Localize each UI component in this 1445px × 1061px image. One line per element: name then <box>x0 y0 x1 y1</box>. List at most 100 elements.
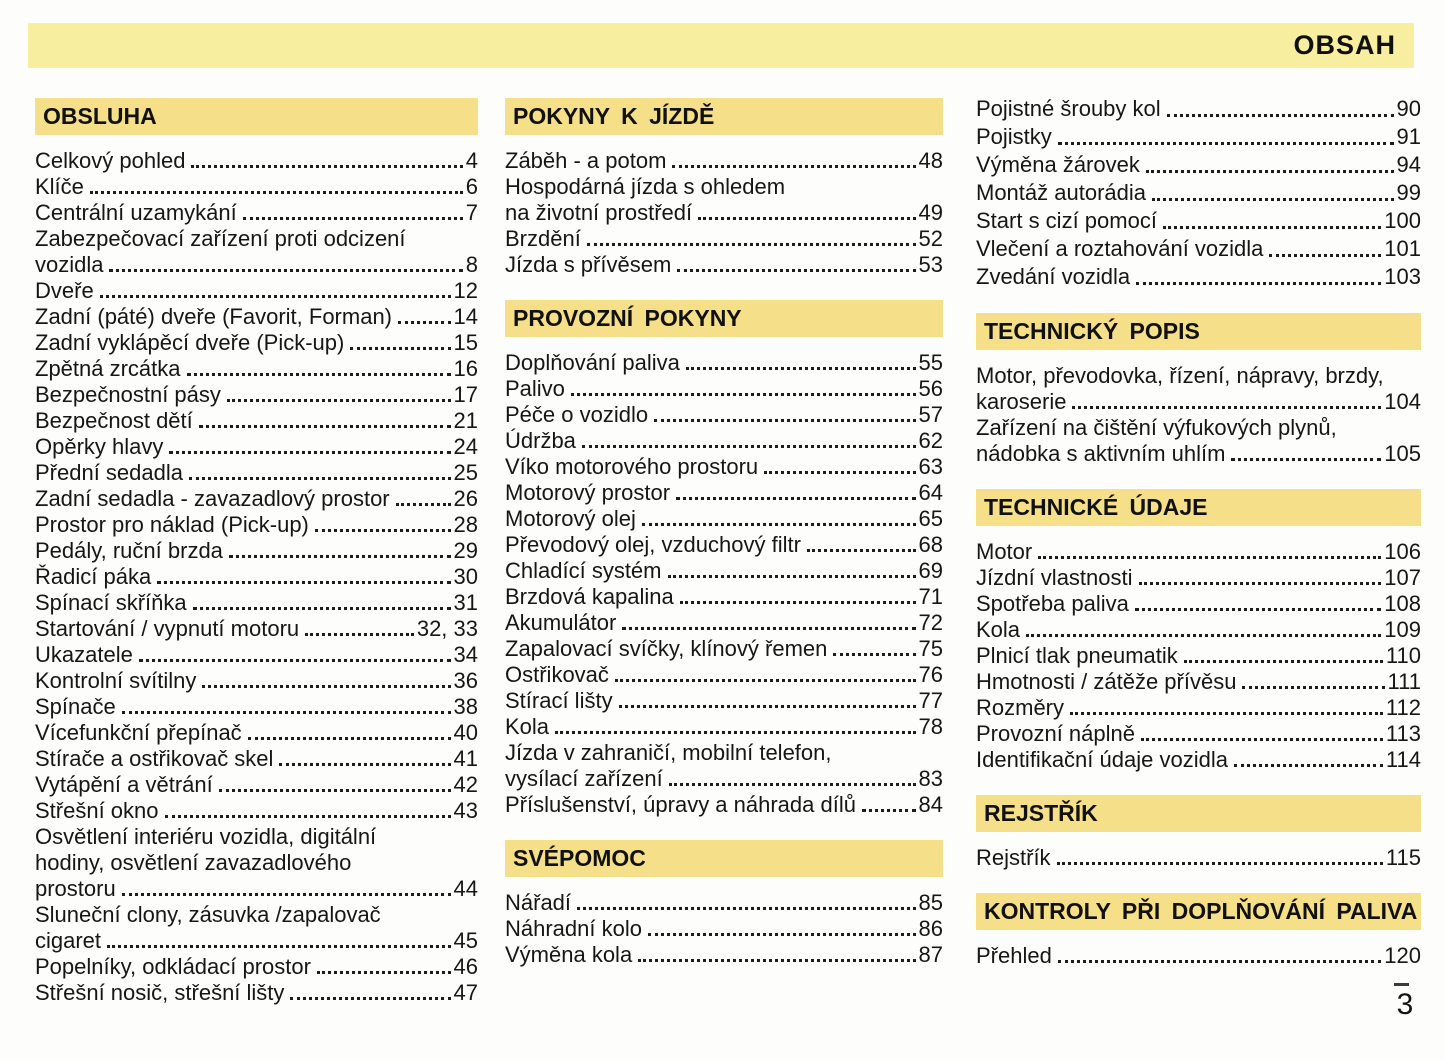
toc-entry-label: Zadní sedadla - zavazadlový prostor <box>35 486 390 511</box>
toc-entry: Pojistné šrouby kol 90 <box>976 95 1421 123</box>
toc-entry: Převodový olej, vzduchový filtr 68 <box>505 532 943 558</box>
toc-leader-dots <box>157 581 451 584</box>
toc-entry-page: 77 <box>918 688 943 713</box>
toc-column-2: POKYNY K JÍZDĚ Záběh - a potom 48 Hospodárn… <box>505 98 943 968</box>
toc-leader-dots <box>672 165 916 168</box>
toc-entry-page: 71 <box>918 584 943 609</box>
toc-entry-page: 85 <box>918 890 943 915</box>
toc-leader-dots <box>614 679 916 682</box>
toc-entry: Stírací lišty 77 <box>505 688 943 714</box>
toc-entry: Jízda s přívěsem 53 <box>505 252 943 278</box>
toc-entry-label: Převodový olej, vzduchový filtr <box>505 532 801 557</box>
toc-section-rejstrik: REJSTŘÍK Rejstřík 115 <box>976 795 1421 871</box>
toc-section-provozni-pokyny: PROVOZNÍ POKYNY Doplňování paliva 55 Palivo… <box>505 300 943 818</box>
toc-entry-page: 100 <box>1384 208 1421 233</box>
toc-leader-dots <box>164 815 451 818</box>
toc-entry: Ostřikovač 76 <box>505 662 943 688</box>
toc-entry-page: 28 <box>453 512 478 537</box>
toc-leader-dots <box>202 685 451 688</box>
toc-entry-page: 115 <box>1385 845 1421 870</box>
toc-entry-page: 55 <box>918 350 943 375</box>
toc-entry-label: Výměna žárovek <box>976 152 1140 177</box>
toc-entry-list: Celkový pohled 4 Klíče 6 Centrální uzamykání… <box>35 148 478 1006</box>
toc-leader-dots <box>577 907 916 910</box>
toc-leader-dots <box>169 451 451 454</box>
toc-entry-page: 69 <box>918 558 943 583</box>
toc-leader-dots <box>1269 254 1382 257</box>
section-header-provozni-pokyny: PROVOZNÍ POKYNY <box>505 300 943 337</box>
toc-entry-page: 47 <box>453 980 478 1005</box>
toc-entry: Doplňování paliva 55 <box>505 350 943 376</box>
toc-leader-dots <box>685 367 916 370</box>
toc-entry: Zadní sedadla - zavazadlový prostor 26 <box>35 486 478 512</box>
toc-section-svepomoc: SVÉPOMOC Nářadí 85 Náhradní kolo 86 Výměna ko… <box>505 840 943 968</box>
toc-entry: cigaret 45 <box>35 928 478 954</box>
toc-leader-dots <box>570 393 916 396</box>
toc-leader-dots <box>638 959 916 962</box>
toc-entry-page: 14 <box>453 304 478 329</box>
toc-leader-dots <box>138 659 451 662</box>
toc-entry: Spínací skříňka 31 <box>35 590 478 616</box>
toc-entry-page: 106 <box>1384 539 1421 564</box>
toc-leader-dots <box>192 607 451 610</box>
toc-entry: Přehled 120 <box>976 943 1421 969</box>
toc-entry: vysílací zařízení 83 <box>505 766 943 792</box>
toc-section-obsluha: OBSLUHA Celkový pohled 4 Klíče 6 Centrální uz… <box>35 98 478 1006</box>
toc-entry: Přední sedadla 25 <box>35 460 478 486</box>
toc-entry-page: 112 <box>1385 695 1421 720</box>
toc-entry-page: 52 <box>918 226 943 251</box>
toc-entry-page: 43 <box>453 798 478 823</box>
toc-entry: Motor 106 <box>976 539 1421 565</box>
toc-leader-dots <box>679 601 916 604</box>
toc-entry-page: 78 <box>918 714 943 739</box>
toc-leader-dots <box>1134 608 1382 611</box>
toc-entry-label: Motorový olej <box>505 506 636 531</box>
toc-entry-list: Záběh - a potom 48 Hospodárná jízda s ohle… <box>505 148 943 278</box>
toc-entry-page: 113 <box>1385 721 1421 746</box>
toc-entry: Rejstřík 115 <box>976 845 1421 871</box>
toc-entry-page: 44 <box>453 876 478 901</box>
toc-leader-dots <box>316 971 451 974</box>
toc-leader-dots <box>226 399 451 402</box>
toc-entry-page: 109 <box>1384 617 1421 642</box>
toc-entry-page: 84 <box>918 792 943 817</box>
toc-entry-page: 41 <box>453 746 478 771</box>
toc-leader-dots <box>109 269 463 272</box>
section-header-rejstrik: REJSTŘÍK <box>976 795 1421 832</box>
toc-leader-dots <box>305 633 414 636</box>
toc-entry-page: 108 <box>1384 591 1421 616</box>
toc-leader-dots <box>247 737 451 740</box>
toc-entry-label: Rozměry <box>976 695 1065 720</box>
toc-entry-list: Motor, převodovka, řízení, nápravy, brzd… <box>976 363 1421 467</box>
toc-entry-line: Osvětlení interiéru vozidla, digitální <box>35 824 377 849</box>
toc-entry-page: 64 <box>918 480 943 505</box>
toc-entry: na životní prostředí 49 <box>505 200 943 226</box>
toc-entry: Brzdová kapalina 71 <box>505 584 943 610</box>
toc-entry-page: 21 <box>453 408 478 433</box>
toc-entry: Celkový pohled 4 <box>35 148 478 174</box>
toc-entry: Nářadí 85 <box>505 890 943 916</box>
toc-entry-page: 103 <box>1384 264 1421 289</box>
toc-leader-dots <box>1231 458 1382 461</box>
toc-entry-page: 86 <box>918 916 943 941</box>
toc-entry-label: vozidla <box>35 252 104 277</box>
toc-leader-dots <box>186 373 451 376</box>
toc-leader-dots <box>1166 114 1394 117</box>
toc-leader-dots <box>89 191 463 194</box>
toc-entry-page: 120 <box>1384 943 1421 968</box>
toc-leader-dots <box>833 653 916 656</box>
toc-entry-label: Brzdění <box>505 226 581 251</box>
toc-entry-label: Opěrky hlavy <box>35 434 164 459</box>
toc-entry: Motorový olej 65 <box>505 506 943 532</box>
toc-entry-page: 107 <box>1384 565 1421 590</box>
toc-leader-dots <box>1026 634 1382 637</box>
toc-entry-label: Motor <box>976 539 1033 564</box>
page-number: 3 <box>1396 988 1414 1021</box>
toc-leader-dots <box>228 555 451 558</box>
toc-entry-label: Palivo <box>505 376 565 401</box>
toc-leader-dots <box>1145 170 1394 173</box>
toc-entry-page: 42 <box>453 772 478 797</box>
toc-entry-label: Motorový prostor <box>505 480 671 505</box>
toc-entry-label: Startování / vypnutí motoru <box>35 616 300 641</box>
